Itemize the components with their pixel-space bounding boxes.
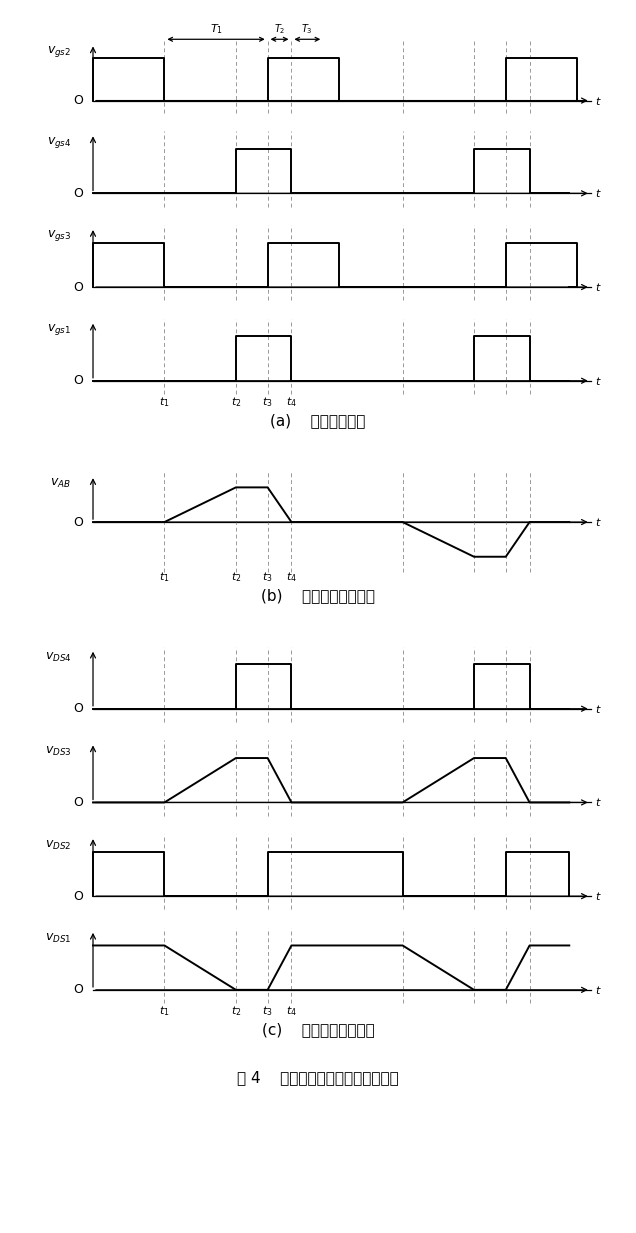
Text: $T_3$: $T_3$: [301, 22, 313, 36]
Text: $t$: $t$: [595, 890, 602, 903]
Text: $t_3$: $t_3$: [262, 1004, 273, 1018]
Text: $t_3$: $t_3$: [262, 395, 273, 409]
Text: O: O: [73, 187, 83, 200]
Text: $t_4$: $t_4$: [286, 570, 297, 583]
Text: O: O: [73, 375, 83, 387]
Text: $v_{gs4}$: $v_{gs4}$: [46, 134, 71, 149]
Text: $t_2$: $t_2$: [231, 1004, 241, 1018]
Text: $v_{gs1}$: $v_{gs1}$: [47, 322, 71, 337]
Text: $t_2$: $t_2$: [231, 395, 241, 409]
Text: $t_3$: $t_3$: [262, 570, 273, 583]
Text: $t$: $t$: [595, 984, 602, 996]
Text: $v_{DS3}$: $v_{DS3}$: [45, 745, 71, 758]
Text: O: O: [73, 890, 83, 903]
Text: $T_2$: $T_2$: [273, 22, 286, 36]
Text: O: O: [73, 797, 83, 809]
Text: $t_4$: $t_4$: [286, 395, 297, 409]
Text: $t$: $t$: [595, 95, 602, 106]
Text: (c)    功率开关上的波形: (c) 功率开关上的波形: [261, 1022, 375, 1037]
Text: $T_1$: $T_1$: [209, 22, 223, 36]
Text: $t$: $t$: [595, 797, 602, 809]
Text: O: O: [73, 984, 83, 996]
Text: $t_4$: $t_4$: [286, 1004, 297, 1018]
Text: $v_{AB}$: $v_{AB}$: [50, 477, 71, 491]
Text: $t_1$: $t_1$: [159, 395, 170, 409]
Text: $t$: $t$: [595, 517, 602, 528]
Text: O: O: [73, 94, 83, 107]
Text: $v_{gs3}$: $v_{gs3}$: [47, 228, 71, 243]
Text: O: O: [73, 703, 83, 715]
Text: $v_{DS4}$: $v_{DS4}$: [45, 651, 71, 665]
Text: O: O: [73, 515, 83, 529]
Text: $t$: $t$: [595, 703, 602, 715]
Text: $t_2$: $t_2$: [231, 570, 241, 583]
Text: $t$: $t$: [595, 281, 602, 293]
Text: $t$: $t$: [595, 187, 602, 200]
Text: $v_{DS1}$: $v_{DS1}$: [45, 932, 71, 946]
Text: $t_1$: $t_1$: [159, 570, 170, 583]
Text: (b)    主变压器初级波形: (b) 主变压器初级波形: [261, 588, 375, 603]
Text: $v_{DS2}$: $v_{DS2}$: [45, 838, 71, 852]
Text: $t$: $t$: [595, 375, 602, 387]
Text: $t_1$: $t_1$: [159, 1004, 170, 1018]
Text: $v_{gs2}$: $v_{gs2}$: [47, 44, 71, 59]
Text: O: O: [73, 281, 83, 293]
Text: 图 4    全桥软开关逆变焊机波形简图: 图 4 全桥软开关逆变焊机波形简图: [237, 1070, 399, 1085]
Text: (a)    门极驱动波形: (a) 门极驱动波形: [270, 413, 366, 428]
